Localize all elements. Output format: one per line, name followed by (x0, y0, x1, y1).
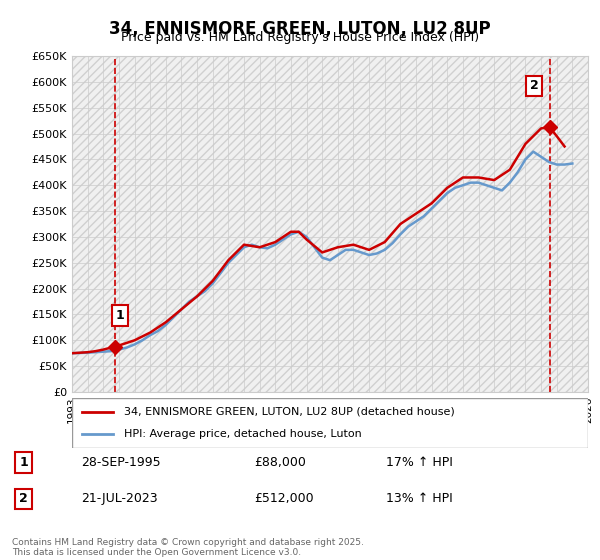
Text: 34, ENNISMORE GREEN, LUTON, LU2 8UP: 34, ENNISMORE GREEN, LUTON, LU2 8UP (109, 20, 491, 38)
Text: £88,000: £88,000 (254, 456, 306, 469)
Text: 1: 1 (19, 456, 28, 469)
FancyBboxPatch shape (72, 398, 588, 448)
Text: 28-SEP-1995: 28-SEP-1995 (81, 456, 161, 469)
Text: 1: 1 (115, 309, 124, 322)
Text: Price paid vs. HM Land Registry's House Price Index (HPI): Price paid vs. HM Land Registry's House … (121, 31, 479, 44)
Text: 21-JUL-2023: 21-JUL-2023 (81, 492, 158, 506)
Text: 13% ↑ HPI: 13% ↑ HPI (386, 492, 453, 506)
Text: £512,000: £512,000 (254, 492, 314, 506)
Text: 2: 2 (530, 80, 538, 92)
Text: 17% ↑ HPI: 17% ↑ HPI (386, 456, 453, 469)
Text: Contains HM Land Registry data © Crown copyright and database right 2025.
This d: Contains HM Land Registry data © Crown c… (12, 538, 364, 557)
Text: 34, ENNISMORE GREEN, LUTON, LU2 8UP (detached house): 34, ENNISMORE GREEN, LUTON, LU2 8UP (det… (124, 407, 454, 417)
Text: HPI: Average price, detached house, Luton: HPI: Average price, detached house, Luto… (124, 429, 361, 439)
Text: 2: 2 (19, 492, 28, 506)
